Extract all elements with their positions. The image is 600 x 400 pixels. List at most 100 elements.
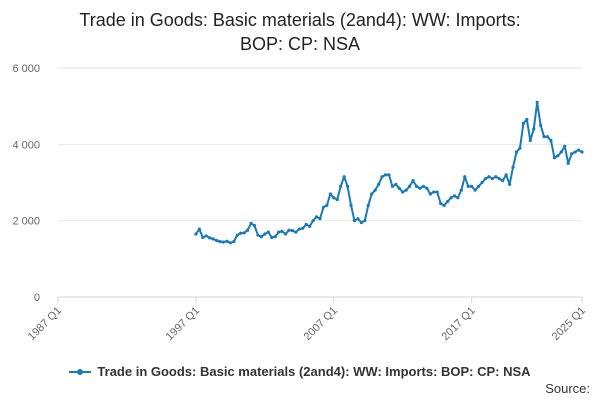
- data-point[interactable]: [277, 230, 281, 234]
- data-point[interactable]: [197, 227, 201, 231]
- data-point[interactable]: [325, 203, 329, 207]
- data-point[interactable]: [466, 184, 470, 188]
- data-point[interactable]: [373, 188, 377, 192]
- data-point[interactable]: [421, 184, 426, 188]
- data-point[interactable]: [535, 100, 539, 104]
- data-point[interactable]: [404, 188, 408, 192]
- data-point[interactable]: [439, 201, 443, 206]
- data-point[interactable]: [501, 178, 505, 183]
- data-point[interactable]: [208, 236, 212, 240]
- data-point[interactable]: [273, 235, 277, 239]
- data-point[interactable]: [246, 228, 250, 232]
- data-point[interactable]: [332, 196, 336, 200]
- data-point[interactable]: [514, 150, 519, 154]
- data-point[interactable]: [408, 184, 412, 188]
- data-point[interactable]: [349, 203, 353, 207]
- data-point[interactable]: [445, 199, 450, 204]
- data-point[interactable]: [280, 229, 284, 233]
- data-point[interactable]: [321, 205, 326, 209]
- data-point[interactable]: [425, 186, 429, 190]
- data-point[interactable]: [249, 221, 253, 225]
- data-point[interactable]: [566, 161, 570, 166]
- data-point[interactable]: [283, 232, 288, 236]
- data-point[interactable]: [570, 152, 574, 156]
- data-point[interactable]: [256, 233, 260, 237]
- data-point[interactable]: [314, 215, 319, 219]
- data-point[interactable]: [525, 117, 529, 122]
- data-point[interactable]: [549, 138, 553, 143]
- legend[interactable]: Trade in Goods: Basic materials (2and4):…: [0, 364, 600, 379]
- data-point[interactable]: [263, 232, 267, 236]
- data-point[interactable]: [480, 180, 484, 185]
- data-point[interactable]: [449, 196, 453, 200]
- data-point[interactable]: [556, 154, 560, 158]
- data-point[interactable]: [377, 182, 381, 187]
- data-point[interactable]: [580, 150, 584, 154]
- data-point[interactable]: [563, 144, 567, 148]
- data-point[interactable]: [328, 192, 332, 196]
- data-point[interactable]: [435, 190, 439, 194]
- data-point[interactable]: [397, 186, 401, 190]
- data-point[interactable]: [318, 217, 322, 221]
- data-point[interactable]: [383, 173, 388, 177]
- data-point[interactable]: [211, 237, 215, 241]
- data-point[interactable]: [497, 177, 501, 181]
- data-point[interactable]: [442, 203, 446, 207]
- data-point[interactable]: [552, 156, 557, 160]
- data-point[interactable]: [266, 230, 270, 234]
- data-point[interactable]: [242, 231, 246, 235]
- data-point[interactable]: [214, 238, 219, 243]
- data-point[interactable]: [463, 175, 467, 179]
- data-point[interactable]: [521, 121, 525, 125]
- data-point[interactable]: [576, 148, 581, 152]
- data-point[interactable]: [490, 177, 494, 181]
- data-point[interactable]: [363, 219, 367, 223]
- data-point[interactable]: [452, 194, 457, 198]
- data-point[interactable]: [201, 235, 205, 240]
- data-point[interactable]: [370, 192, 374, 196]
- data-point[interactable]: [225, 239, 229, 243]
- data-point[interactable]: [259, 235, 263, 239]
- data-point[interactable]: [508, 182, 512, 187]
- data-point[interactable]: [194, 232, 198, 236]
- data-point[interactable]: [356, 217, 360, 221]
- data-point[interactable]: [411, 178, 415, 183]
- data-point[interactable]: [311, 219, 315, 223]
- data-point[interactable]: [432, 190, 436, 194]
- data-point[interactable]: [304, 222, 308, 227]
- data-point[interactable]: [390, 184, 394, 188]
- data-point[interactable]: [483, 177, 488, 181]
- data-point[interactable]: [428, 192, 432, 196]
- data-point[interactable]: [290, 228, 295, 233]
- data-point[interactable]: [476, 184, 481, 188]
- data-point[interactable]: [352, 219, 357, 223]
- data-point[interactable]: [204, 234, 208, 238]
- data-point[interactable]: [387, 173, 391, 177]
- data-point[interactable]: [539, 123, 543, 127]
- data-point[interactable]: [345, 184, 350, 188]
- data-point[interactable]: [228, 241, 232, 245]
- data-point[interactable]: [456, 196, 460, 200]
- data-point[interactable]: [359, 220, 363, 225]
- data-point[interactable]: [470, 184, 474, 188]
- data-point[interactable]: [559, 150, 563, 154]
- legend-label[interactable]: Trade in Goods: Basic materials (2and4):…: [97, 364, 531, 379]
- data-point[interactable]: [297, 227, 301, 231]
- data-point[interactable]: [511, 165, 515, 169]
- data-point[interactable]: [294, 230, 298, 234]
- data-point[interactable]: [342, 175, 346, 179]
- data-point[interactable]: [528, 138, 532, 143]
- data-point[interactable]: [418, 186, 422, 190]
- data-point[interactable]: [504, 173, 508, 177]
- data-point[interactable]: [252, 224, 257, 228]
- data-point[interactable]: [287, 228, 291, 232]
- data-point[interactable]: [459, 188, 463, 192]
- data-point[interactable]: [401, 190, 405, 194]
- data-point[interactable]: [394, 182, 398, 187]
- data-point[interactable]: [301, 226, 305, 230]
- data-point[interactable]: [487, 175, 491, 179]
- data-point[interactable]: [308, 224, 312, 228]
- data-point[interactable]: [380, 175, 384, 179]
- data-point[interactable]: [473, 188, 477, 192]
- data-point[interactable]: [573, 150, 577, 154]
